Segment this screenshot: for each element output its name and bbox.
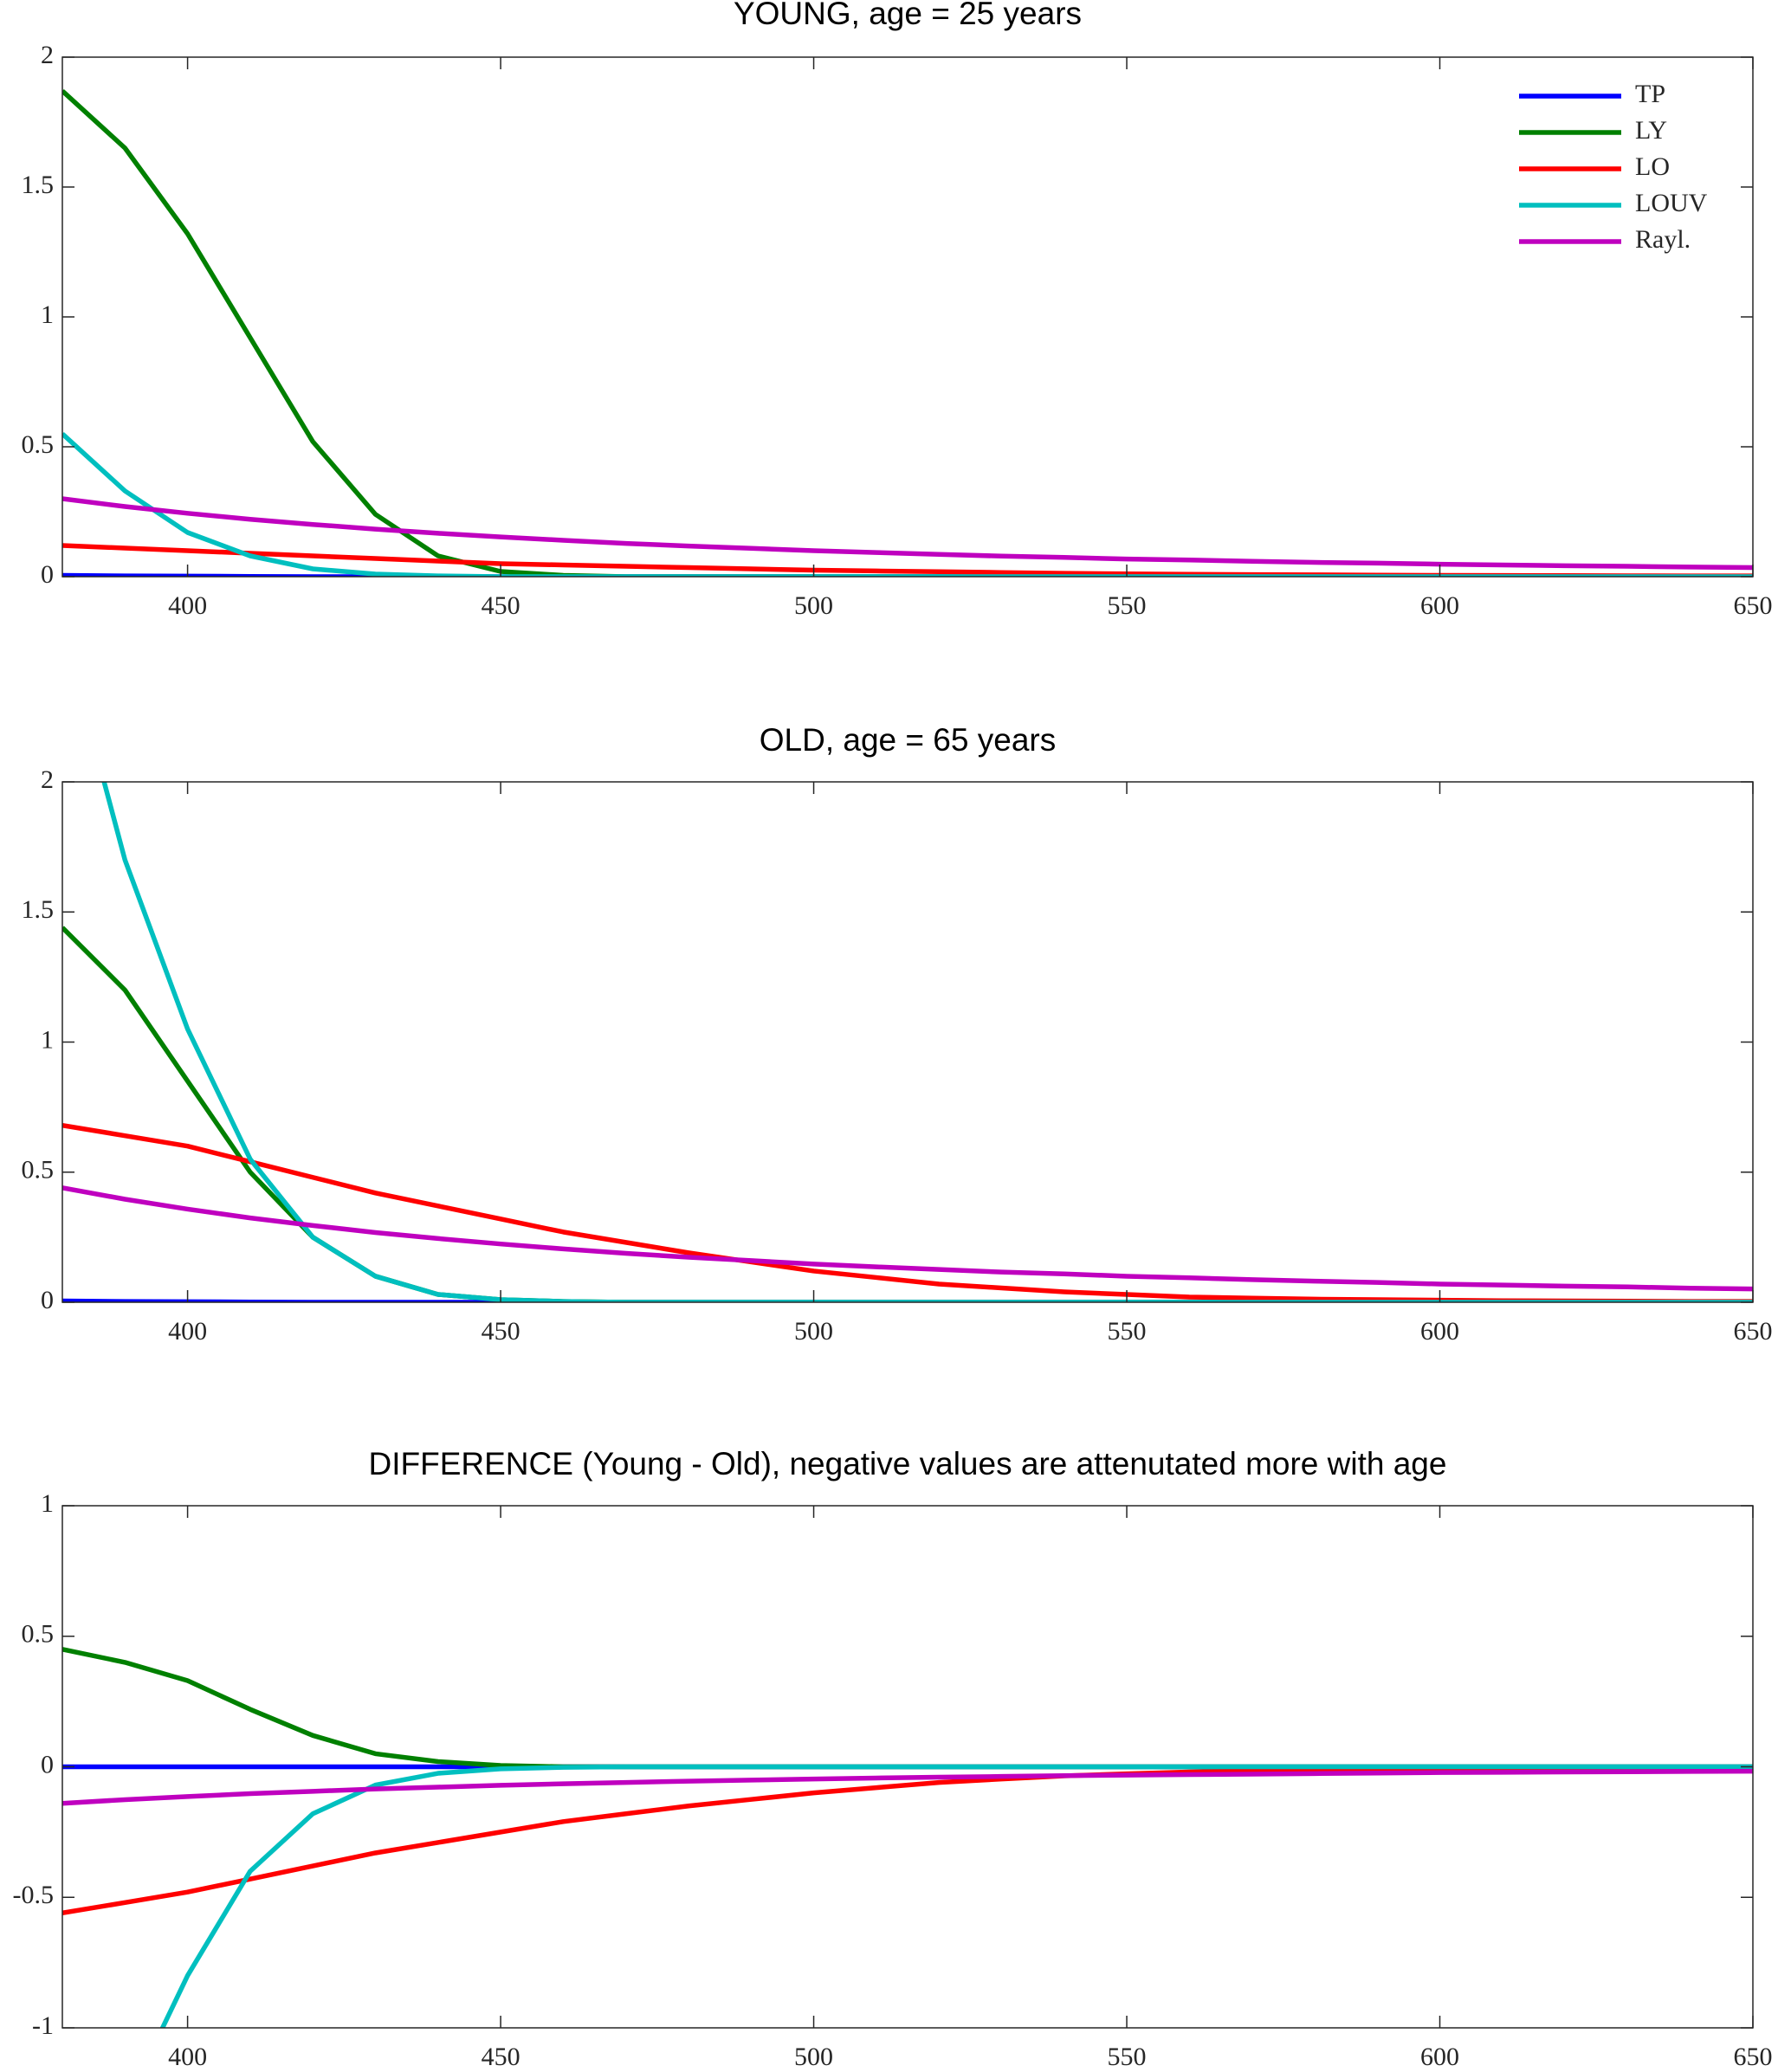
y-tick-label: -1 <box>32 2011 54 2040</box>
y-tick-label: 0 <box>41 1750 54 1778</box>
y-tick-label: 2 <box>41 41 54 69</box>
chart-title: YOUNG, age = 25 years <box>734 0 1082 31</box>
x-tick-label: 450 <box>482 2043 520 2071</box>
y-tick-label: 1.5 <box>22 895 55 924</box>
x-tick-label: 500 <box>794 591 833 620</box>
x-tick-label: 450 <box>482 1317 520 1346</box>
y-tick-label: 1 <box>41 1025 54 1054</box>
legend-label: LY <box>1635 116 1667 145</box>
data-line <box>62 1768 1753 1806</box>
y-tick-label: -0.5 <box>13 1881 55 1909</box>
x-tick-label: 650 <box>1734 1317 1773 1346</box>
x-tick-label: 650 <box>1734 591 1773 620</box>
y-tick-label: 0 <box>41 560 54 589</box>
data-line <box>62 1765 1753 1916</box>
data-line <box>62 926 1753 1302</box>
axes-box <box>61 56 1754 578</box>
chart-title: OLD, age = 65 years <box>760 722 1056 758</box>
x-tick-label: 600 <box>1420 1317 1459 1346</box>
x-tick-label: 550 <box>1108 2043 1147 2071</box>
legend-label: LO <box>1635 152 1670 181</box>
x-tick-label: 400 <box>168 2043 207 2071</box>
legend-label: Rayl. <box>1635 225 1691 254</box>
data-line <box>62 1185 1753 1292</box>
data-line <box>159 1764 1753 2028</box>
y-tick-label: 1 <box>41 1489 54 1518</box>
legend-label: TP <box>1635 80 1665 108</box>
y-tick-label: 0.5 <box>22 1620 55 1649</box>
x-tick-label: 500 <box>794 2043 833 2071</box>
x-tick-label: 550 <box>1108 591 1147 620</box>
x-tick-label: 550 <box>1108 1317 1147 1346</box>
x-tick-label: 400 <box>168 1317 207 1346</box>
x-tick-label: 500 <box>794 1317 833 1346</box>
data-line <box>62 88 1753 577</box>
y-tick-label: 0 <box>41 1286 54 1314</box>
y-tick-label: 0.5 <box>22 430 55 459</box>
data-line <box>62 431 1753 577</box>
data-line <box>62 1122 1753 1302</box>
y-tick-label: 0.5 <box>22 1156 55 1184</box>
legend-label: LOUV <box>1635 189 1708 217</box>
x-tick-label: 650 <box>1734 2043 1773 2071</box>
y-tick-label: 1.5 <box>22 171 55 199</box>
y-tick-label: 1 <box>41 300 54 329</box>
data-line <box>62 496 1753 571</box>
y-tick-label: 2 <box>41 765 54 794</box>
x-tick-label: 450 <box>482 591 520 620</box>
x-tick-label: 600 <box>1420 2043 1459 2071</box>
x-tick-label: 600 <box>1420 591 1459 620</box>
data-line <box>101 782 1753 1302</box>
data-line <box>62 1647 1753 1770</box>
x-tick-label: 400 <box>168 591 207 620</box>
chart-title: DIFFERENCE (Young - Old), negative value… <box>369 1446 1447 1481</box>
